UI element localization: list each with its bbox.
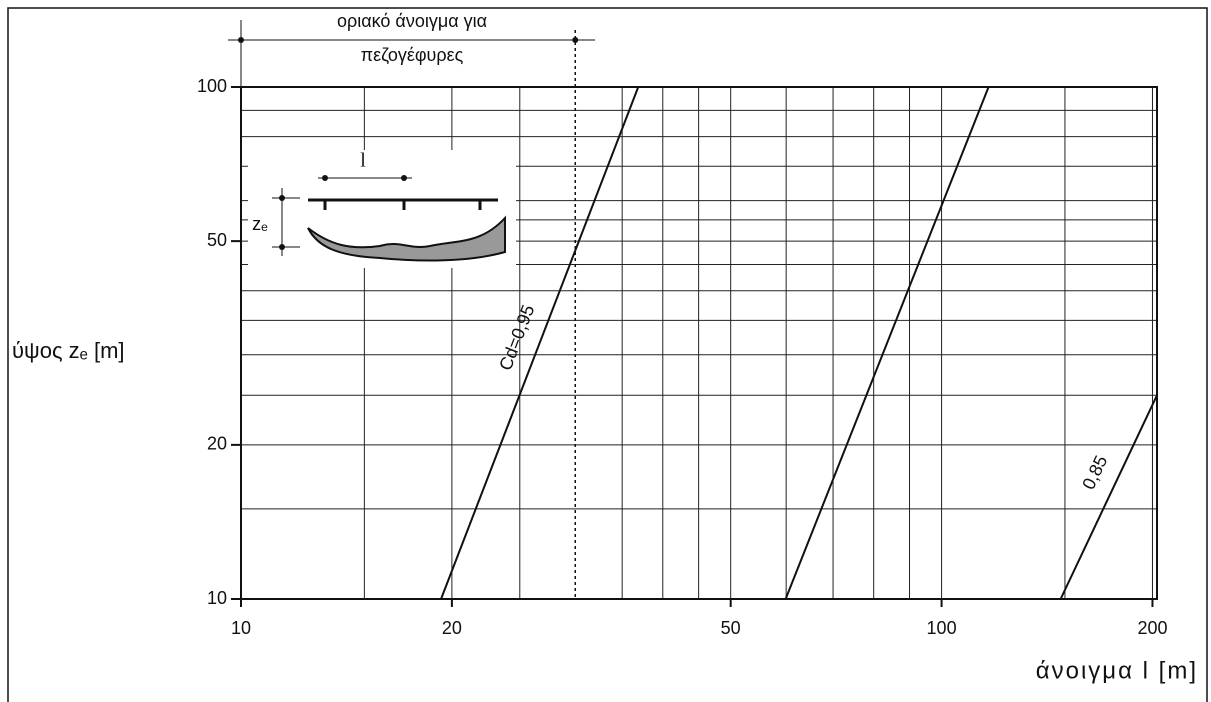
- bracket-dot: [572, 37, 578, 43]
- x-tick-label: 20: [442, 618, 462, 638]
- bracket-dot: [238, 37, 244, 43]
- series-line: [786, 87, 989, 599]
- chart: 10 20 50 100 200 10 20 50 100 άνοιγμα l [m] ύψος z…: [0, 0, 1211, 702]
- x-tick-label: 200: [1137, 618, 1167, 638]
- y-tick-label: 10: [207, 588, 227, 608]
- y-axis-label: ύψος zₑ [m]: [12, 338, 125, 363]
- x-tick-label: 10: [231, 618, 251, 638]
- line-label: 0,85: [1078, 452, 1111, 492]
- y-tick-label: 50: [207, 230, 227, 250]
- y-tick-label: 20: [207, 434, 227, 454]
- limit-label: οριακό άνοιγμα για: [337, 11, 487, 31]
- y-tick-label: 100: [197, 76, 227, 96]
- inset-dot: [322, 175, 328, 181]
- x-tick-label: 50: [721, 618, 741, 638]
- series-line: [1061, 395, 1157, 599]
- x-axis-label: άνοιγμα l [m]: [1036, 657, 1198, 684]
- x-tick-label: 100: [927, 618, 957, 638]
- inset-label: zₑ: [252, 214, 268, 234]
- limit-label: πεζογέφυρες: [361, 45, 464, 65]
- inset-dot: [401, 175, 407, 181]
- inset-label: l: [360, 150, 366, 172]
